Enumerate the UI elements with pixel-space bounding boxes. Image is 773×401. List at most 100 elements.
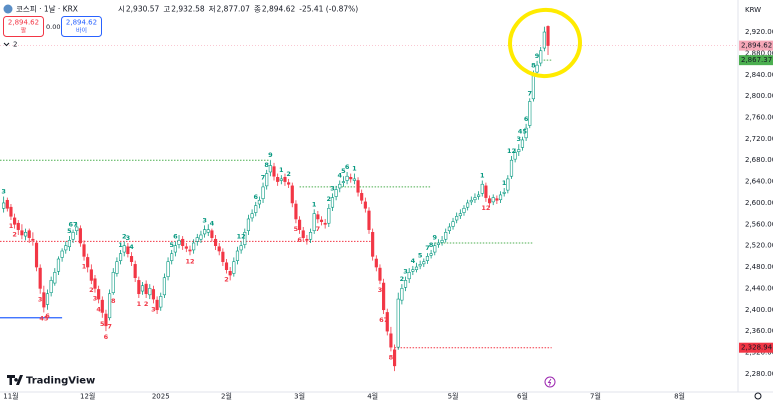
td-count: 1: [279, 166, 284, 174]
settings-icon[interactable]: [754, 392, 762, 400]
candle-body: [27, 230, 31, 238]
candle-body: [301, 230, 305, 238]
ohlc-value: 2,932.58: [171, 5, 205, 14]
y-tick-label: 2,400.00: [745, 306, 773, 314]
x-tick-label: 4월: [367, 392, 378, 401]
candle-body: [360, 193, 364, 201]
candle-body: [349, 177, 353, 180]
candle-body: [279, 178, 283, 181]
td-count: 4: [96, 305, 101, 313]
price-label-bg: [739, 342, 773, 353]
candle-body: [509, 159, 514, 177]
td-count: 2: [144, 300, 149, 308]
candle-body: [334, 189, 338, 197]
candle-body: [60, 250, 64, 258]
ohlc-value: 2,930.57: [126, 5, 160, 14]
candle-body: [71, 232, 75, 240]
last-price-bg: [739, 40, 773, 51]
td-count: 5: [169, 241, 174, 249]
y-tick-label: 2,600.00: [745, 199, 773, 207]
candle-body: [451, 221, 455, 227]
candle-body: [67, 240, 71, 248]
candle-body: [38, 267, 42, 289]
x-tick-label: 12월: [80, 392, 95, 401]
candle-body: [23, 232, 28, 237]
candle-body: [283, 177, 287, 182]
candle-body: [100, 299, 104, 313]
candle-body: [330, 197, 335, 208]
candle-body: [56, 258, 61, 272]
candle-body: [166, 261, 170, 277]
candle-body: [462, 207, 466, 213]
candle-body: [93, 278, 97, 289]
td-count: 7: [261, 174, 266, 182]
candle-body: [502, 191, 506, 194]
td-count: 3: [330, 184, 335, 192]
td-count: 6: [253, 193, 258, 201]
candle-body: [327, 207, 331, 224]
candle-body: [455, 215, 459, 221]
td-count: 2: [122, 232, 127, 240]
candle-body: [239, 245, 243, 251]
price-label: 2,867.37: [741, 56, 772, 64]
y-tick-label: 2,520.00: [745, 242, 773, 250]
candle-body: [9, 206, 13, 217]
buy-button[interactable]: [61, 16, 102, 37]
td-count: 5: [294, 225, 299, 233]
td-count: 45: [518, 128, 528, 136]
candle-body: [458, 213, 462, 217]
candle-body: [298, 219, 302, 230]
candle-body: [473, 197, 477, 201]
td-count: 3: [151, 305, 156, 313]
ohlc-label: 시: [118, 5, 125, 14]
candle-body: [517, 149, 521, 152]
sell-button[interactable]: [3, 16, 44, 37]
ohlc-label: 고: [163, 5, 170, 14]
candle-body: [276, 177, 280, 182]
y-tick-label: 2,760.00: [745, 113, 773, 121]
candle-body: [155, 299, 159, 311]
candle-body: [487, 198, 492, 204]
candle-body: [53, 272, 57, 284]
candle-body: [305, 238, 309, 241]
candle-body: [480, 183, 484, 194]
td-count: 1: [480, 172, 485, 180]
td-count: 7: [107, 322, 112, 330]
symbol-name[interactable]: 코스피 · 1날 · KRX: [16, 4, 78, 14]
sell-price: 2,894.62: [8, 19, 39, 27]
td-count: 2: [327, 195, 332, 203]
td-count: 3: [38, 296, 43, 304]
axes: 2,280.002,320.002,360.002,400.002,440.00…: [3, 28, 773, 401]
candle-body: [250, 213, 254, 219]
candle-body: [338, 183, 342, 189]
candle-body: [477, 194, 481, 197]
td-count: 7: [527, 89, 532, 97]
td-count: 2: [286, 170, 291, 178]
candle-body: [246, 218, 251, 232]
td-count: 6: [45, 312, 50, 320]
candle-body: [221, 251, 225, 262]
x-tick-label: 2025: [152, 393, 170, 401]
candle-body: [520, 139, 525, 148]
last-price-label: 2,894.62: [741, 42, 772, 50]
td-count: 9: [268, 151, 273, 159]
td-count: 2: [224, 275, 229, 283]
candle-body: [64, 245, 68, 251]
td-count: 4: [411, 257, 416, 265]
indicators-toggle[interactable]: [3, 42, 10, 47]
currency[interactable]: KRW: [745, 6, 761, 14]
ohlc-label: 저: [209, 5, 216, 14]
td-count: 12: [185, 257, 194, 265]
td-count: 3: [378, 286, 383, 294]
logo-text[interactable]: TradingView: [26, 376, 95, 387]
candle-body: [316, 214, 320, 220]
candle-body: [506, 178, 510, 191]
td-count: 6: [297, 236, 302, 244]
td-count: 6: [173, 232, 178, 240]
candle-body: [115, 261, 119, 274]
events-icon[interactable]: [544, 376, 556, 388]
candle-body: [425, 256, 430, 261]
td-count: 6: [345, 163, 350, 171]
